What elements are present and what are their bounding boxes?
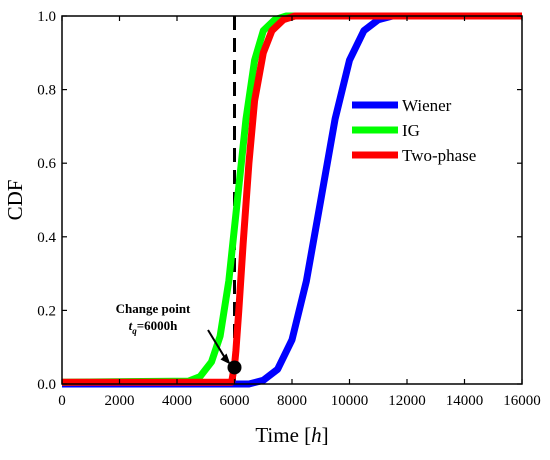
x-tick-label: 0 [58, 393, 66, 409]
legend-label-two-phase: Two-phase [402, 146, 476, 165]
change-point-subscript: q [132, 326, 137, 336]
plot-area [62, 16, 522, 384]
x-tick-label: 8000 [277, 393, 307, 409]
y-tick-label: 1.0 [37, 9, 56, 25]
y-tick-label: 0.6 [37, 156, 56, 172]
y-tick-label: 0.0 [37, 377, 56, 393]
x-axis-title-text: Time [255, 423, 299, 447]
change-point-symbol: t [129, 318, 133, 333]
x-tick-label: 16000 [503, 393, 541, 409]
change-point-label: Change point [116, 301, 191, 316]
change-point-arrow-line [207, 329, 228, 361]
x-tick-label: 2000 [105, 393, 135, 409]
legend: Wiener IG Two-phase [352, 96, 476, 165]
x-axis-title: Time [h] [255, 423, 328, 447]
legend-label-ig: IG [402, 121, 420, 140]
legend-label-wiener: Wiener [402, 96, 452, 115]
change-point-arrow-head [220, 353, 231, 365]
y-tick-label: 0.4 [37, 230, 56, 246]
y-axis-title: CDF [3, 180, 27, 221]
x-tick-label: 4000 [162, 393, 192, 409]
x-tick-label: 14000 [446, 393, 484, 409]
annotation-layer: Change point tq=6000h [116, 301, 242, 375]
x-tick-label: 6000 [220, 393, 250, 409]
change-point-marker [227, 360, 242, 375]
y-tick-label: 0.2 [37, 303, 56, 319]
y-tick-label: 0.8 [37, 83, 56, 99]
change-point-value: =6000h [137, 318, 178, 333]
x-axis-title-unit: h [311, 423, 322, 447]
y-ticks: 0.0 0.2 0.4 0.6 0.8 1.0 [37, 9, 522, 393]
change-point-value-label: tq=6000h [129, 318, 179, 336]
x-tick-label: 12000 [388, 393, 426, 409]
x-ticks: 0 2000 4000 6000 8000 10000 12000 14000 16000 [58, 16, 541, 409]
x-tick-label: 10000 [331, 393, 369, 409]
